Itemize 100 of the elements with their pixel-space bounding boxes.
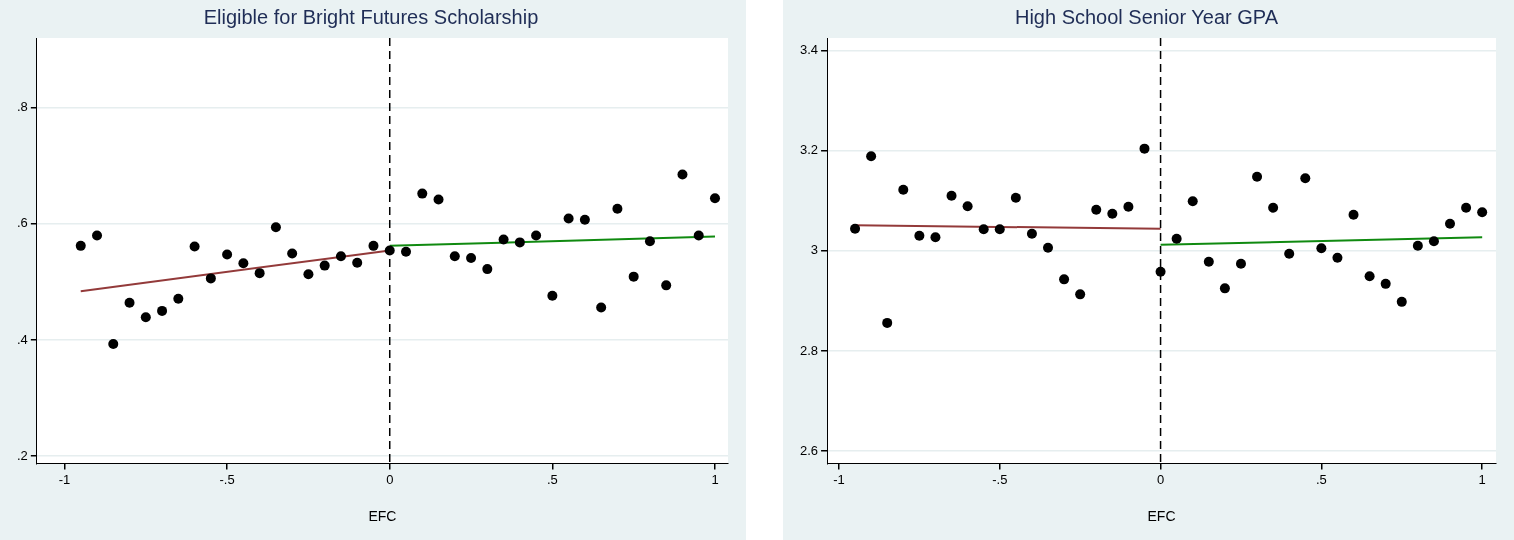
point [1155,266,1166,277]
point [1364,271,1375,282]
point [1235,258,1246,269]
point [1026,228,1037,239]
point [866,151,877,162]
point [962,201,973,212]
point [514,237,525,248]
y-tick-label: .6 [17,215,28,231]
point [930,232,941,243]
y-tick-label: 3.2 [799,142,819,158]
point [914,230,925,241]
x-tick-label: -.5 [992,471,1008,487]
point [140,312,151,323]
x-tick-label: .5 [546,471,558,487]
x-tick-label: .5 [1315,471,1327,487]
point [1445,218,1456,229]
point [335,251,346,262]
x-tick-label: 1 [711,471,719,487]
point [994,224,1005,235]
x-tick-label: -1 [58,471,71,487]
point [1075,289,1086,300]
y-tick-label: 3.4 [799,42,819,58]
point [661,280,672,291]
point [579,214,590,225]
x-tick-label: 1 [1478,471,1486,487]
point [205,273,216,284]
point [1171,233,1182,244]
point [1348,209,1359,220]
point [882,317,893,328]
point [946,190,957,201]
point [1043,242,1054,253]
point [75,240,86,251]
point [1396,296,1407,307]
y-tick-label: .4 [17,331,28,347]
x-tick-label: 0 [1156,471,1165,487]
point [978,224,989,235]
chart-title: High School Senior Year GPA [1014,5,1279,28]
point [1010,192,1021,203]
point [352,257,363,268]
x-axis-title: EFC [1147,508,1176,525]
point [547,290,558,301]
point [1316,243,1327,254]
y-tick-label: .2 [17,447,28,463]
point [319,260,330,271]
x-tick-label: -.5 [219,471,235,487]
point [254,268,265,279]
point [1107,208,1118,219]
point [270,222,281,233]
point [850,223,861,234]
point [1380,278,1391,289]
y-tick-label: 3 [810,242,819,258]
point [563,213,574,224]
point [173,293,184,304]
point [1139,143,1150,154]
point [693,230,704,241]
y-tick-label: .8 [17,99,28,115]
point [368,240,379,251]
point [1284,248,1295,259]
point [287,248,298,259]
point [1300,173,1311,184]
point [1059,274,1070,285]
point [612,203,623,214]
point [596,302,607,313]
point [531,230,542,241]
point [1461,202,1472,213]
point [1332,252,1343,263]
point [1187,196,1198,207]
point [1252,171,1263,182]
point [1219,283,1230,294]
x-axis-title: EFC [368,508,397,525]
point [898,184,909,195]
point [433,194,444,205]
point [401,246,411,257]
point [449,251,460,262]
x-tick-label: 0 [386,471,394,487]
point [482,264,493,275]
y-tick-label: 2.8 [799,342,819,358]
point [1477,207,1488,218]
point [1412,240,1423,251]
x-tick-label: -1 [833,471,845,487]
point [709,193,720,204]
y-tick-label: 2.6 [799,442,819,458]
point [1428,236,1439,247]
point [628,271,639,282]
point [1203,256,1214,267]
point [1123,201,1134,212]
chart-title: Eligible for Bright Futures Scholarship [203,5,539,28]
point [677,169,688,180]
point [644,236,655,247]
point [417,188,428,199]
point [498,234,509,245]
point [1091,204,1102,215]
point [92,230,103,241]
point [1268,202,1279,213]
point [124,297,135,308]
point [303,269,314,280]
point [466,253,477,264]
point [222,249,233,260]
point [157,305,168,316]
point [108,338,119,349]
